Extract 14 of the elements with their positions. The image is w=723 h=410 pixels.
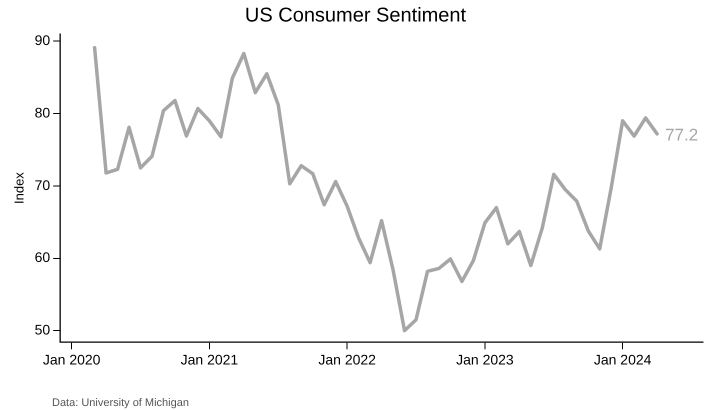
data-label: 77.2 [665,126,698,145]
y-axis-title: Index [11,172,26,204]
y-tick-label: 80 [34,104,50,120]
x-tick-label: Jan 2022 [318,351,376,368]
y-tick-label: 60 [34,249,50,266]
y-tick-label: 90 [34,32,50,48]
x-tick-label: Jan 2020 [42,351,101,368]
chart-title: US Consumer Sentiment [244,4,467,27]
y-tick-label: 70 [34,176,50,193]
x-tick-label: Jan 2021 [180,351,238,368]
y-tick-label: 50 [34,321,50,338]
x-tick-label: Jan 2024 [594,351,652,368]
text: Data: University of Michigan [52,397,189,409]
x-tick-label: Jan 2023 [456,351,514,368]
